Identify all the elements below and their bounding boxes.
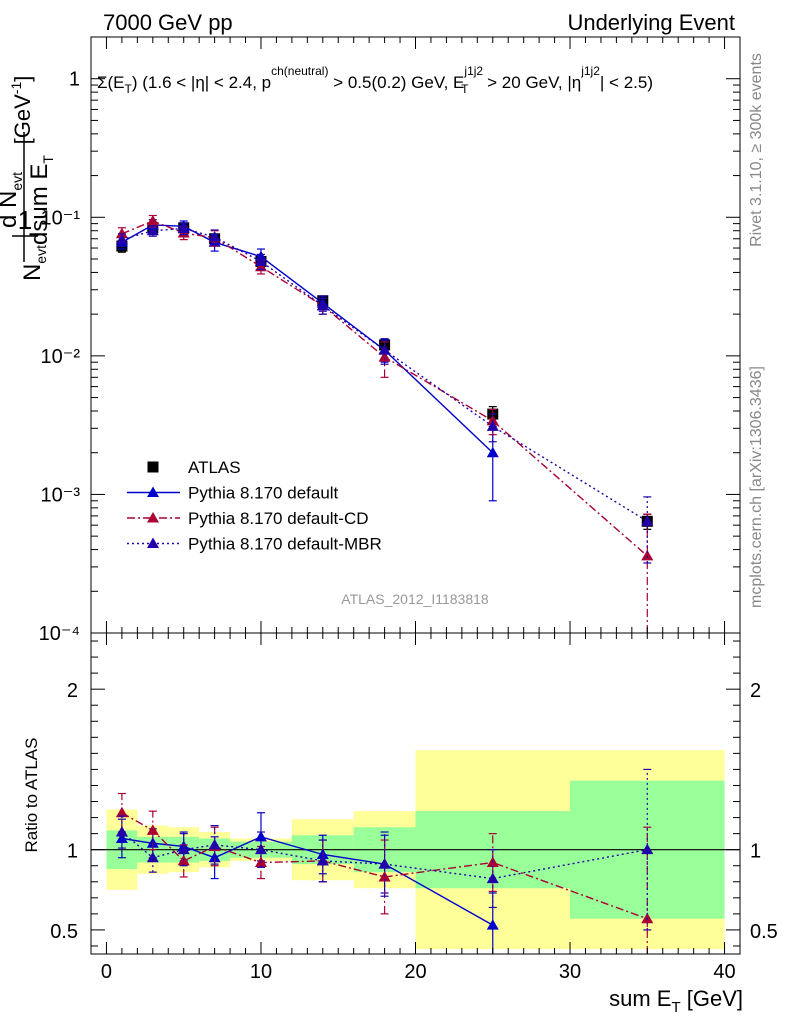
ratio-point-default [208, 851, 221, 863]
ratio-panel: 0 10 20 30 40 0.5 0.5 1 1 2 2 [50, 632, 778, 983]
ratio-point-mbr [486, 872, 499, 884]
watermark: ATLAS_2012_I1183818 [341, 591, 489, 607]
rivet-label: Rivet 3.1.10, ≥ 300k events [748, 53, 765, 247]
main-point-mbr [208, 231, 221, 242]
main-point-cd [641, 549, 654, 561]
ratio-point-mbr [641, 843, 654, 855]
ratio-point-mbr [146, 851, 159, 863]
main-point-mbr [254, 255, 267, 266]
main-point-default [486, 446, 499, 458]
ratio-y-tick-label-right: 1 [750, 841, 761, 863]
main-point-mbr [641, 515, 654, 526]
ratio-point-mbr [177, 843, 190, 855]
main-point-mbr [146, 224, 159, 236]
ratio-axis-ticks: 0 10 20 30 40 0.5 0.5 1 1 2 2 [50, 633, 778, 983]
ratio-point-mbr [115, 826, 128, 837]
main-point-cd [378, 351, 391, 362]
ratio-point-cd [146, 824, 159, 835]
main-y-tick-label: 10⁻³ [41, 484, 81, 506]
ratio-plot-content [91, 750, 740, 954]
ratio-point-default [486, 919, 499, 930]
main-point-cd [115, 227, 128, 239]
ylabel-one: 1 [18, 205, 32, 235]
legend-label-cd: Pythia 8.170 default-CD [188, 509, 369, 528]
main-y-tick-label: 10⁻² [41, 346, 81, 368]
ratio-y-tick-label-right: 0.5 [750, 921, 778, 943]
main-panel: 10⁻⁴ 10⁻³ 10⁻² 10⁻¹ 1 [39, 36, 741, 645]
x-tick-label: 0 [101, 961, 112, 983]
legend-marker-atlas [147, 461, 159, 473]
mcplots-label: mcplots.cern.ch [arXiv:1306.3436] [748, 366, 765, 608]
main-line-cd [121, 220, 648, 557]
main-y-tick-label: 10⁻¹ [41, 207, 81, 229]
x-tick-label: 10 [250, 961, 272, 983]
ratio-y-tick-label: 1 [67, 841, 78, 863]
x-tick-label: 20 [404, 961, 426, 983]
ratio-point-mbr [208, 838, 221, 850]
main-point-mbr [177, 222, 190, 233]
ratio-y-tick-label: 2 [67, 680, 78, 702]
main-point-mbr [115, 233, 128, 245]
main-point-mbr [378, 344, 391, 355]
ratio-line-mbr [121, 831, 648, 880]
header-right: Underlying Event [567, 10, 735, 35]
ratio-point-cd [115, 806, 128, 818]
x-axis-label: sum ET [GeV] [609, 986, 743, 1016]
main-point-mbr [486, 420, 499, 431]
ratio-point-mbr [316, 854, 329, 866]
ylabel-N: Nevt [19, 245, 49, 281]
legend-marker-mbr [147, 537, 159, 548]
main-point-cd [146, 215, 159, 226]
main-y-tick-label: 1 [69, 69, 80, 91]
ylabel-dN: d Nevt [0, 172, 25, 228]
legend-label-default: Pythia 8.170 default [188, 484, 339, 503]
ratio-point-mbr [378, 858, 391, 869]
ratio-y-tick-label-right: 2 [750, 680, 761, 702]
legend-label-mbr: Pythia 8.170 default-MBR [188, 535, 382, 554]
main-y-tick-label: 10⁻⁴ [39, 623, 80, 645]
header-left: 7000 GeV pp [103, 10, 233, 35]
main-point-mbr [316, 299, 329, 311]
ylabel-dsum: dsum ET [26, 155, 56, 245]
main-axis-ticks: 10⁻⁴ 10⁻³ 10⁻² 10⁻¹ 1 [39, 36, 740, 645]
ratio-y-tick-label: 0.5 [50, 921, 78, 943]
x-tick-label: 30 [559, 961, 581, 983]
main-plot-content [115, 214, 654, 633]
ratio-point-mbr [254, 843, 267, 855]
ratio-ylabel: Ratio to ATLAS [22, 738, 41, 853]
legend: ATLAS Pythia 8.170 default Pythia 8.170 de… [127, 458, 382, 554]
main-ylabel: 1 Nevt d Nevt dsum ET [GeV-1] [0, 76, 56, 281]
ylabel-unit: [GeV-1] [8, 76, 35, 145]
legend-marker-cd [147, 512, 159, 523]
legend-label-atlas: ATLAS [188, 458, 241, 477]
main-line-default [121, 224, 494, 454]
legend-marker-default [147, 486, 159, 497]
plot-title: Σ(ET) (1.6 < |η| < 2.4, pch(neutral) > 0… [97, 64, 653, 96]
x-tick-label: 40 [713, 961, 735, 983]
